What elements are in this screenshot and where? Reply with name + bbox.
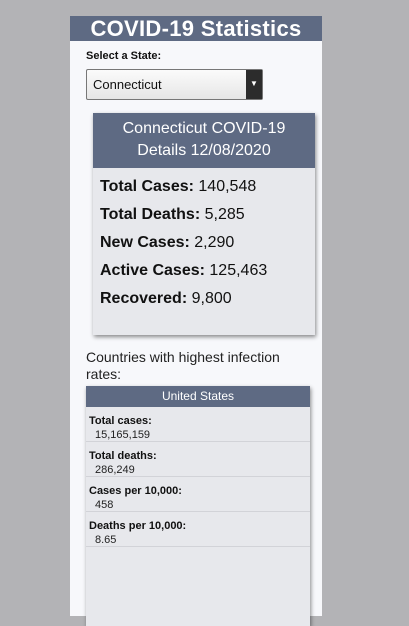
stat-value: 9,800 <box>191 290 232 307</box>
state-details-title-line2: Details 12/08/2020 <box>137 142 271 159</box>
country-row-deaths-per-10000: Deaths per 10,000: 8.65 <box>86 512 310 547</box>
stat-label: Total Cases: <box>100 178 194 195</box>
country-row-label: Cases per 10,000: <box>89 485 182 497</box>
country-row-cases-per-10000: Cases per 10,000: 458 <box>86 477 310 512</box>
stat-total-cases: Total Cases: 140,548 <box>100 176 315 204</box>
state-select-value: Connecticut <box>93 77 162 92</box>
country-row-label: Total cases: <box>89 415 152 427</box>
stat-label: Total Deaths: <box>100 206 201 223</box>
country-row-total-cases: Total cases: 15,165,159 <box>86 407 310 442</box>
app-title: COVID-19 Statistics <box>70 16 322 41</box>
country-row-total-deaths: Total deaths: 286,249 <box>86 442 310 477</box>
country-row-label: Deaths per 10,000: <box>89 520 187 532</box>
state-stats-list: Total Cases: 140,548 Total Deaths: 5,285… <box>93 168 315 316</box>
stat-label: Recovered: <box>100 290 188 307</box>
countries-section-title: Countries with highest infection rates: <box>86 349 280 382</box>
state-details-title: Connecticut COVID-19 Details 12/08/2020 <box>93 113 315 168</box>
select-arrow-icon[interactable]: ▼ <box>246 70 262 99</box>
country-row-value: 8.65 <box>95 534 117 546</box>
stat-value: 140,548 <box>198 178 257 195</box>
country-card-united-states: United States Total cases: 15,165,159 To… <box>86 386 310 626</box>
state-details-card: Connecticut COVID-19 Details 12/08/2020 … <box>93 113 315 335</box>
main-panel: COVID-19 Statistics Select a State: Conn… <box>70 16 322 626</box>
state-select-label: Select a State: <box>86 50 162 62</box>
stat-value: 5,285 <box>204 206 245 223</box>
state-details-title-line1: Connecticut COVID-19 <box>122 120 286 137</box>
stat-label: New Cases: <box>100 234 190 251</box>
country-name: United States <box>86 386 310 407</box>
stat-value: 2,290 <box>194 234 235 251</box>
stat-recovered: Recovered: 9,800 <box>100 288 315 316</box>
country-row-value: 15,165,159 <box>95 429 151 441</box>
stat-label: Active Cases: <box>100 262 205 279</box>
state-select[interactable]: Connecticut ▼ <box>86 69 263 100</box>
country-row-label: Total deaths: <box>89 450 157 462</box>
stat-new-cases: New Cases: 2,290 <box>100 232 315 260</box>
stat-active-cases: Active Cases: 125,463 <box>100 260 315 288</box>
stat-total-deaths: Total Deaths: 5,285 <box>100 204 315 232</box>
country-row-value: 286,249 <box>95 464 135 476</box>
stat-value: 125,463 <box>209 262 268 279</box>
country-row-value: 458 <box>95 499 114 511</box>
